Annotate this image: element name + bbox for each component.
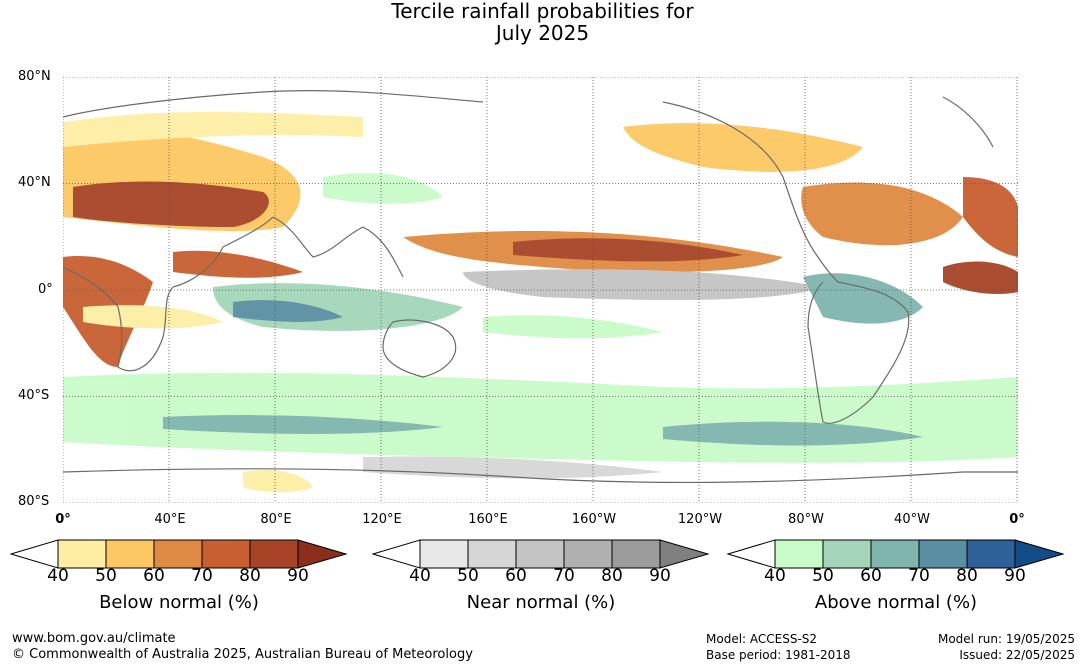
legend-tick-label: 90: [1004, 566, 1026, 586]
legend-tick-label: 50: [95, 566, 117, 586]
coastlines: [63, 90, 1018, 484]
legend-near-normal: [372, 539, 710, 569]
legend-tick-label: 80: [239, 566, 261, 586]
legend-swatch: [870, 539, 920, 569]
lon-label-0: 0°: [55, 512, 71, 527]
legend-upper-arrow: [659, 539, 710, 569]
legend-swatch: [515, 539, 565, 569]
legend-swatch: [918, 539, 968, 569]
legend-swatch: [822, 539, 872, 569]
legend-tick-label: 50: [812, 566, 834, 586]
legend-tick-label: 40: [409, 566, 431, 586]
legend-swatch: [611, 539, 661, 569]
footer-base-period: Base period: 1981-2018: [706, 648, 851, 662]
legend-below-normal: [10, 539, 348, 569]
lon-label-160w: 160°W: [571, 512, 617, 527]
legend-swatch: [201, 539, 251, 569]
legend-tick-label: 40: [47, 566, 69, 586]
lon-label-160e: 160°E: [468, 512, 508, 527]
footer-copyright: © Commonwealth of Australia 2025, Austra…: [12, 647, 473, 662]
lat-label-80n: 80°N: [18, 69, 51, 84]
legend-tick-label: 70: [908, 566, 930, 586]
lat-label-equator: 0°: [38, 282, 53, 297]
legend-upper-arrow: [1014, 539, 1065, 569]
legend-swatch: [774, 539, 824, 569]
chart-title-line2: July 2025: [495, 21, 590, 45]
lon-label-120w: 120°W: [677, 512, 723, 527]
legend-upper-arrow: [297, 539, 348, 569]
legend-swatch: [57, 539, 107, 569]
legend-lower-arrow: [372, 539, 421, 569]
chart-title-line1: Tercile rainfall probabilities for: [391, 0, 694, 23]
lon-label-80w: 80°W: [788, 512, 824, 527]
legend-tick-label: 50: [457, 566, 479, 586]
footer-issued: Issued: 22/05/2025: [959, 648, 1075, 662]
legend-tick-label: 90: [649, 566, 671, 586]
legend-swatch: [563, 539, 613, 569]
legend-tick-label: 70: [191, 566, 213, 586]
legend-tick-label: 60: [860, 566, 882, 586]
footer-model: Model: ACCESS-S2: [706, 632, 818, 646]
lon-label-40e: 40°E: [154, 512, 186, 527]
legend-above-normal: [727, 539, 1065, 569]
lon-label-40w: 40°W: [894, 512, 930, 527]
graticule: [63, 77, 1018, 503]
lon-label-80e: 80°E: [260, 512, 292, 527]
legend-title-near-normal: Near normal (%): [466, 592, 616, 613]
legend-swatch: [249, 539, 299, 569]
legend-tick-label: 60: [505, 566, 527, 586]
legend-lower-arrow: [10, 539, 59, 569]
legend-tick-label: 70: [553, 566, 575, 586]
legend-tick-label: 80: [956, 566, 978, 586]
lat-label-40s: 40°S: [18, 388, 50, 403]
legend-title-above-normal: Above normal (%): [814, 592, 978, 613]
legend-tick-label: 40: [764, 566, 786, 586]
footer-url: www.bom.gov.au/climate: [12, 631, 176, 646]
legend-swatch: [467, 539, 517, 569]
legend-lower-arrow: [727, 539, 776, 569]
legend-tick-label: 60: [143, 566, 165, 586]
lon-label-0-east: 0°: [1009, 512, 1025, 527]
legend-swatch: [153, 539, 203, 569]
legend-title-below-normal: Below normal (%): [99, 592, 259, 613]
legend-tick-label: 90: [287, 566, 309, 586]
rainfall-probability-map: [63, 77, 1018, 503]
legend-swatch: [966, 539, 1016, 569]
lat-label-80s: 80°S: [18, 494, 50, 509]
legend-swatch: [419, 539, 469, 569]
footer-model-run: Model run: 19/05/2025: [937, 632, 1075, 646]
lon-label-120e: 120°E: [362, 512, 402, 527]
legend-swatch: [105, 539, 155, 569]
lat-label-40n: 40°N: [18, 175, 51, 190]
legend-tick-label: 80: [601, 566, 623, 586]
